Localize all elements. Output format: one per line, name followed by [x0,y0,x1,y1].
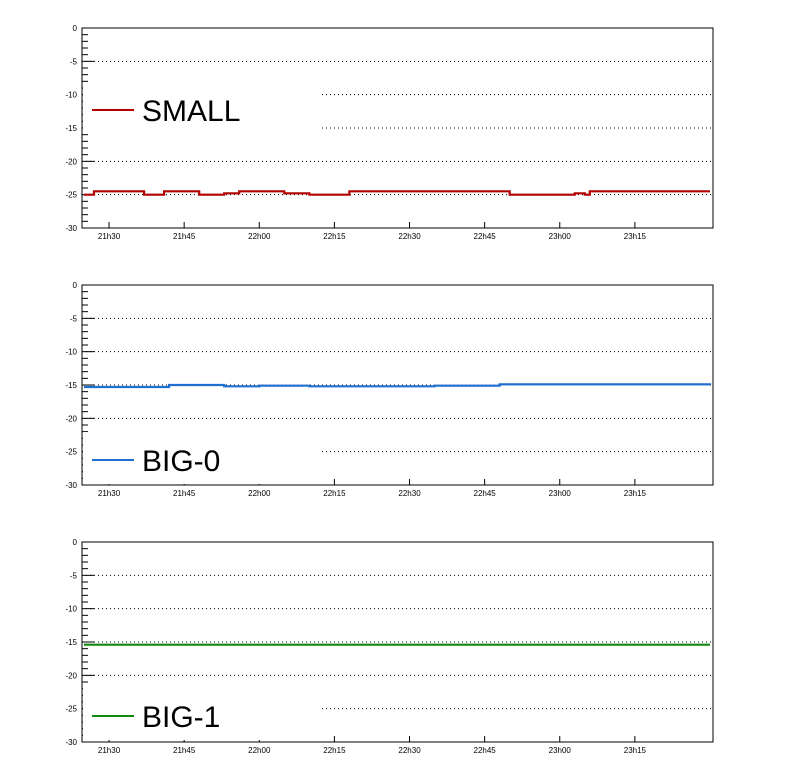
y-tick-label: -15 [65,381,77,390]
x-tick-label: 22h45 [474,489,497,498]
y-tick-label: 0 [73,24,78,33]
y-tick-label: -20 [65,157,77,166]
legend-label: BIG-1 [142,701,220,734]
y-tick-label: -10 [65,605,77,614]
y-tick-label: -15 [65,124,77,133]
x-tick-label: 21h45 [173,746,196,755]
y-tick-label: 0 [73,538,78,547]
x-tick-label: 22h45 [474,232,497,241]
y-tick-label: -10 [65,91,77,100]
x-tick-label: 22h45 [474,746,497,755]
x-tick-label: 22h30 [398,232,421,241]
y-tick-label: -5 [70,571,78,580]
x-tick-label: 21h45 [173,489,196,498]
x-tick-label: 23h15 [624,232,647,241]
y-tick-label: -25 [65,705,77,714]
x-tick-label: 21h30 [98,489,121,498]
x-tick-label: 23h00 [549,489,572,498]
y-tick-label: 0 [73,281,78,290]
x-tick-label: 23h00 [549,232,572,241]
y-tick-label: -5 [70,57,78,66]
y-tick-label: -30 [65,224,77,233]
x-tick-label: 23h00 [549,746,572,755]
x-tick-label: 22h00 [248,232,271,241]
y-tick-label: -30 [65,481,77,490]
legend-box [83,688,321,740]
x-tick-label: 23h15 [624,489,647,498]
y-tick-label: -25 [65,191,77,200]
panel-1: 0 -5 -10 -15 -20 -25 -30 21h30 21h45 22h00 22h15 22… [65,24,714,241]
panel-3: 0 -5 -10 -15 -20 -25 -30 21h30 21h45 22h00 22h15 22… [65,538,714,755]
panel-2: 0 -5 -10 -15 -20 -25 -30 21h30 21h45 22h00 22h15 22… [65,281,714,498]
x-tick-label: 22h30 [398,489,421,498]
x-tick-label: 21h45 [173,232,196,241]
series-line-small [84,190,710,196]
series-line-big-0 [84,383,712,389]
x-tick-label: 23h15 [624,746,647,755]
y-tick-label: -15 [65,638,77,647]
x-tick-label: 22h00 [248,489,271,498]
y-tick-label: -20 [65,671,77,680]
x-tick-label: 21h30 [98,746,121,755]
y-tick-label: -20 [65,414,77,423]
legend-box [83,82,321,134]
x-tick-label: 22h15 [323,489,346,498]
y-tick-label: -25 [65,448,77,457]
x-tick-label: 22h15 [323,746,346,755]
legend-label: BIG-0 [142,445,220,478]
y-tick-label: -10 [65,348,77,357]
x-tick-label: 22h00 [248,746,271,755]
legend-label: SMALL [142,95,240,128]
y-tick-label: -5 [70,314,78,323]
x-tick-label: 22h15 [323,232,346,241]
x-tick-label: 22h30 [398,746,421,755]
y-tick-label: -30 [65,738,77,747]
legend-box [83,432,321,484]
x-tick-label: 21h30 [98,232,121,241]
